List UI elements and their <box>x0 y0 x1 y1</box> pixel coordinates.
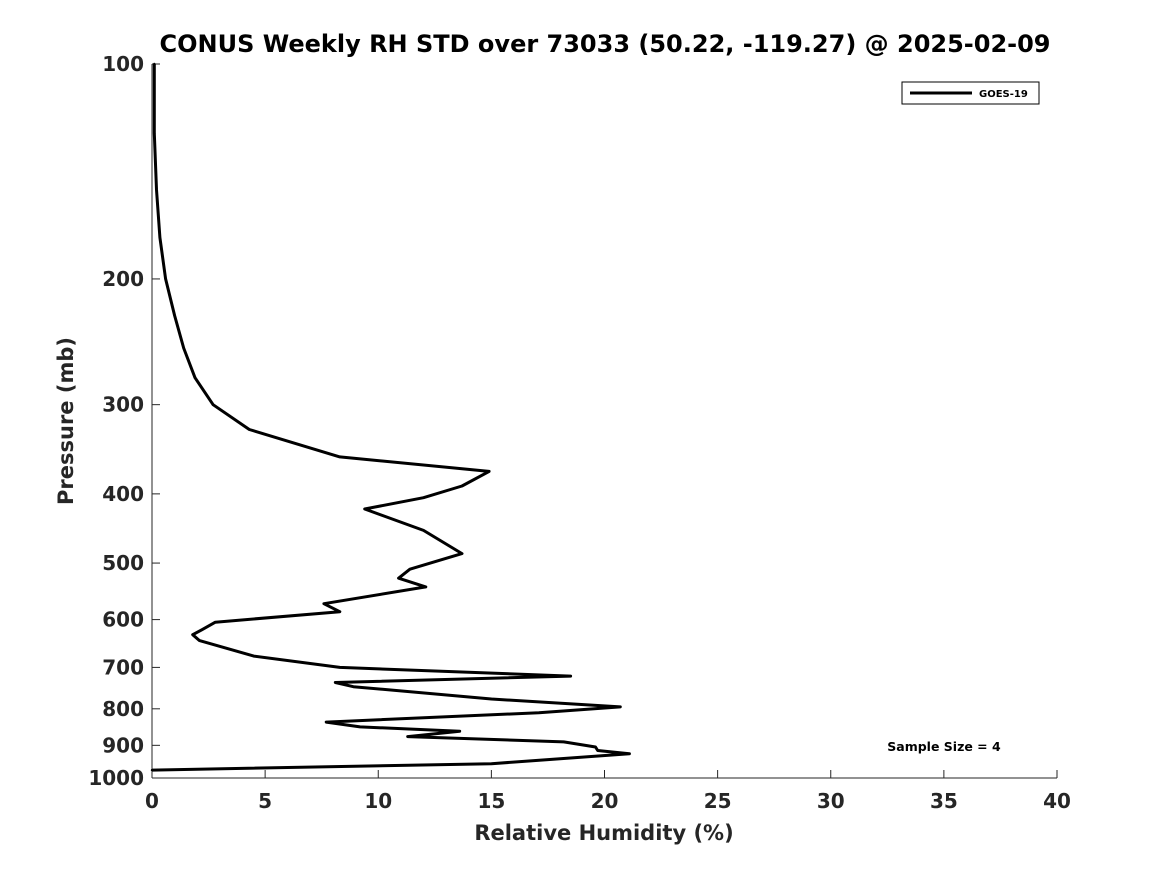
x-tick-label: 15 <box>477 789 505 813</box>
data-point <box>619 705 622 709</box>
data-point <box>198 639 201 642</box>
data-point <box>182 346 185 350</box>
data-point <box>173 314 176 317</box>
legend-label: GOES-19 <box>979 89 1028 100</box>
data-point <box>594 745 597 749</box>
data-point <box>153 62 156 66</box>
y-tick-label: 100 <box>102 52 144 76</box>
y-axis-ticks: 100 200 300 400 500 600 700 800 900 1000 <box>88 52 160 790</box>
data-point <box>363 507 366 511</box>
data-point <box>338 455 341 459</box>
y-axis-label: Pressure (mb) <box>54 337 78 505</box>
x-tick-label: 5 <box>258 789 272 813</box>
data-point <box>408 568 412 571</box>
y-tick-label: 700 <box>102 655 144 679</box>
y-tick-label: 400 <box>102 482 144 506</box>
data-point <box>191 633 194 636</box>
data-point <box>487 470 491 473</box>
x-tick-label: 20 <box>591 789 619 813</box>
chart-title: CONUS Weekly RH STD over 73033 (50.22, -… <box>159 30 1050 58</box>
y-tick-label: 500 <box>102 551 144 575</box>
data-point <box>352 685 355 688</box>
data-point <box>460 552 464 555</box>
data-point <box>200 628 203 631</box>
y-tick-label: 1000 <box>88 766 144 790</box>
data-point <box>158 236 162 239</box>
data-point <box>248 428 251 431</box>
x-tick-label: 30 <box>817 789 845 813</box>
data-point <box>460 484 464 488</box>
y-tick-label: 600 <box>102 608 144 632</box>
x-tick-label: 40 <box>1043 789 1071 813</box>
x-tick-label: 10 <box>364 789 392 813</box>
data-point <box>596 749 599 752</box>
data-point <box>406 735 409 738</box>
data-point <box>334 681 337 684</box>
sample-size-annotation: Sample Size = 4 <box>887 739 1001 754</box>
x-axis-ticks: 0 5 10 15 20 25 30 35 40 <box>145 770 1071 813</box>
data-point <box>490 762 493 765</box>
data-point <box>490 697 493 701</box>
data-point <box>422 529 425 532</box>
data-point <box>422 496 425 499</box>
axes <box>151 64 1057 779</box>
x-tick-label: 0 <box>145 789 159 813</box>
data-point <box>193 376 197 379</box>
data-point <box>164 277 167 281</box>
data-point <box>562 740 565 744</box>
data-point <box>153 132 156 135</box>
data-point <box>211 403 215 406</box>
data-point <box>458 730 461 733</box>
data-point <box>628 752 631 755</box>
data-point <box>537 711 541 714</box>
y-tick-label: 300 <box>102 393 144 417</box>
data-point <box>397 577 400 580</box>
data-point <box>325 720 328 724</box>
y-tick-label: 900 <box>102 733 144 757</box>
y-tick-label: 800 <box>102 697 144 721</box>
data-point <box>155 188 158 191</box>
data-point <box>338 666 341 669</box>
y-tick-label: 200 <box>102 267 144 291</box>
legend: GOES-19 <box>901 81 1040 105</box>
data-point <box>569 674 572 678</box>
data-point <box>322 602 326 605</box>
data-point <box>338 610 341 613</box>
x-tick-label: 25 <box>704 789 732 813</box>
data-point <box>252 654 255 658</box>
data-point <box>214 621 217 624</box>
data-point <box>150 768 154 772</box>
x-tick-label: 35 <box>930 789 958 813</box>
data-point <box>358 725 362 729</box>
data-point <box>424 585 427 589</box>
series-points <box>150 62 631 772</box>
series-line-goes-19 <box>151 64 631 772</box>
x-axis-label: Relative Humidity (%) <box>474 821 733 845</box>
